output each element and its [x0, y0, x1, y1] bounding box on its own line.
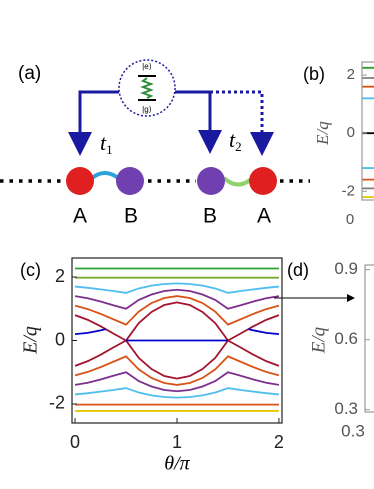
- y-tick-label: 0: [55, 329, 65, 349]
- site-label: B: [124, 205, 138, 228]
- drive-dotted: [210, 90, 274, 156]
- panel: 20-20 1 2(c)E/qθ/π: [20, 257, 284, 475]
- panel: 0.9 0.6 0.3 0.3 (d) E/q: [287, 259, 374, 440]
- series-line: [74, 288, 280, 310]
- bond: [90, 171, 120, 180]
- series-line: [74, 387, 280, 399]
- site-label: A: [257, 205, 271, 228]
- site-label: A: [73, 205, 87, 228]
- panel-label: (a): [18, 63, 41, 84]
- series-line: [74, 371, 280, 393]
- y-tick-label: 2: [55, 266, 65, 286]
- series-line: [74, 295, 280, 326]
- state-e: |e⟩: [142, 62, 152, 71]
- y-tick-label: 0.3: [334, 399, 358, 418]
- panel-a: (a) |e⟩ |g⟩ t1 t2 A B B A: [0, 59, 310, 228]
- y-tick-label: 0: [347, 124, 355, 141]
- y-tick-label: 0.9: [334, 259, 358, 278]
- panel-label: (b): [303, 64, 325, 84]
- series-line: [74, 355, 280, 386]
- series-line: [74, 282, 280, 294]
- plot-area: [74, 267, 280, 412]
- panel-label: (c): [20, 260, 41, 280]
- t-symbol: t: [100, 130, 107, 155]
- y-axis-label: E/q: [313, 121, 332, 146]
- series-line: [74, 301, 280, 342]
- x-tick-label: 0: [70, 432, 80, 452]
- series-line: [248, 328, 280, 336]
- bond: [222, 176, 252, 187]
- axes-frame: [364, 264, 374, 413]
- x-axis-label: θ/π: [164, 453, 190, 475]
- x-tick-label: 0: [346, 211, 354, 228]
- t-subscript: 2: [235, 139, 242, 154]
- atom-a: [249, 167, 277, 195]
- hopping-t2: t2: [229, 127, 242, 154]
- state-g: |g⟩: [142, 105, 152, 114]
- panel-label: (d): [287, 260, 309, 280]
- series-line: [74, 328, 106, 336]
- plot-area: [362, 66, 374, 198]
- series-line: [74, 339, 280, 380]
- y-tick-label: -2: [342, 182, 355, 199]
- x-tick-label: 0.3: [341, 421, 365, 440]
- t-symbol: t: [229, 127, 236, 152]
- y-tick-label: -2: [49, 393, 65, 413]
- atom-b: [197, 167, 225, 195]
- x-tick-label: 1: [172, 432, 182, 452]
- y-axis-label: E/q: [308, 326, 329, 354]
- atom-b: [116, 167, 144, 195]
- y-tick-label: 2: [347, 66, 355, 83]
- y-axis-label: E/q: [20, 326, 42, 355]
- axes-frame: [361, 61, 374, 201]
- y-tick-label: 0.6: [334, 329, 358, 348]
- hopping-t1: t1: [100, 130, 113, 157]
- site-label: B: [203, 205, 217, 228]
- t-subscript: 1: [106, 142, 113, 157]
- atom-a: [66, 167, 94, 195]
- x-tick-label: 2: [274, 432, 284, 452]
- panel: 2 0 -2 0 (b) E/q: [303, 61, 374, 228]
- spring: [140, 77, 154, 99]
